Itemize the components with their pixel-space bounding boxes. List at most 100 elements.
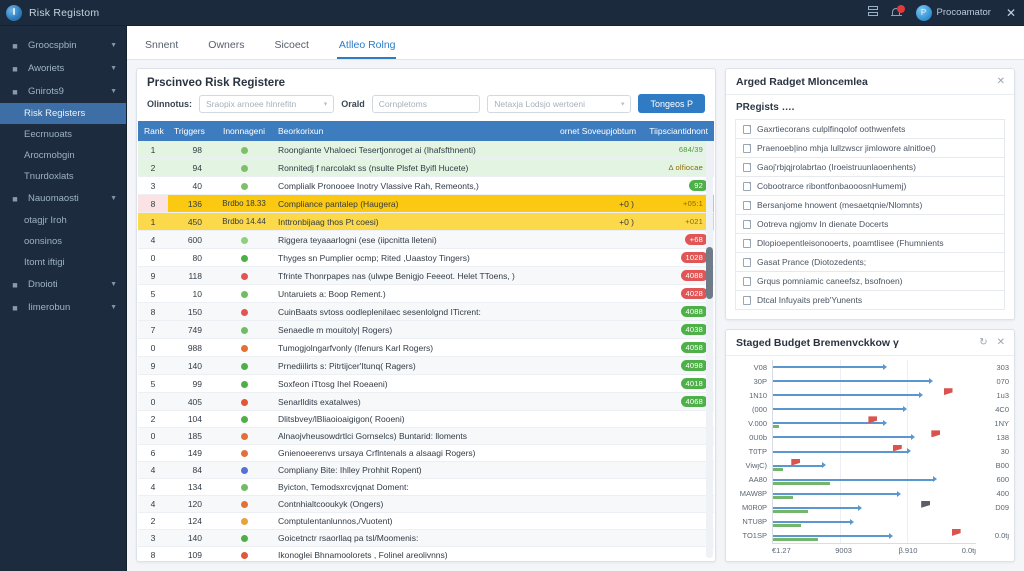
close-icon[interactable]: ✕ [996, 76, 1005, 87]
sidebar-item-3-2[interactable]: Itomt iftigi [24, 257, 65, 268]
list-item[interactable]: Gaxrtiecorans culplfinqolof oothwenfets [735, 119, 1005, 138]
table-row[interactable]: 4 84 Compliany Bite: Ihlley Prohhit Ropent… [138, 461, 714, 479]
sidebar-group-4[interactable]: ■ Dnoioti ▼ [0, 273, 126, 296]
list-item[interactable]: Cobootrarce ribontfonbaooosnHumemj) [735, 176, 1005, 195]
table-scrollbar-thumb[interactable] [706, 247, 713, 299]
table-row[interactable]: 4 600 Riggera teyaaarlogni (ese (iipcnitta… [138, 230, 714, 249]
column-header-1[interactable]: Triggers [168, 121, 216, 141]
cell-severity [554, 427, 640, 445]
document-icon [743, 295, 751, 305]
table-row[interactable]: 8 136 Brdbo 18.33 Compliance pantalep (Haug… [138, 194, 714, 213]
table-row[interactable]: 0 405 Senarlldits exatalwes) 4068 [138, 392, 714, 411]
sidebar-item-2-1[interactable]: Eecrnuoats [24, 129, 73, 140]
table-row[interactable]: 4 120 Contnhialtcooukyk (Ongers) [138, 495, 714, 513]
cell-triggers: 450 [168, 212, 216, 231]
list-item[interactable]: Grqus pomniamic caneefsz, bsofnoen) [735, 271, 1005, 290]
table-row[interactable]: 1 98 Roongiante Vhaloeci Tesertjonroget ai… [138, 141, 714, 159]
sidebar-item-2-3[interactable]: Tnurdoxlats [24, 171, 74, 182]
table-row[interactable]: 0 80 Thyges sn Pumplier ocmp; Rited ,Uaast… [138, 248, 714, 267]
column-header-4[interactable]: ornet Soveupjobtum [554, 121, 640, 141]
tab-1[interactable]: Owners [208, 39, 245, 51]
table-row[interactable]: 5 99 Soxfeon iTtosg Ihel Roeaeni) 4018 [138, 374, 714, 393]
table-row[interactable]: 3 40 Complialk Pronooee Inotry Vlassive Ra… [138, 176, 714, 195]
list-item[interactable]: Dtcal Infuyaits preb'Yunents [735, 290, 1005, 310]
tab-2[interactable]: Sicoect [274, 39, 309, 51]
column-header-3[interactable]: Beorkorixun [272, 121, 554, 141]
table-row[interactable]: 1 450 Brdbo 14.44 Inttronbijaag thos Pt coe… [138, 212, 714, 231]
table-row[interactable]: 2 94 Ronnitedj f narcolakt ss (nsulte Plsf… [138, 158, 714, 177]
list-item[interactable]: Bersanjome hnowent (mesaetqnie/Nlomnts) [735, 195, 1005, 214]
table-row[interactable]: 2 104 Dlitsbvey/lBliaoioaigigon( Rooeni) [138, 410, 714, 428]
close-icon[interactable]: ✕ [1005, 5, 1016, 20]
cell-triggers: 124 [168, 512, 216, 530]
cell-status [216, 338, 272, 357]
chart-y-tick: MAW8P [739, 489, 767, 499]
list-item[interactable]: Gasat Prance (Diotozedents; [735, 252, 1005, 271]
cell-rank: 1 [138, 212, 168, 231]
table-row[interactable]: 8 109 Ikonoglei Bhnamoolorets , Folinel ar… [138, 546, 714, 560]
table-row[interactable]: 7 749 Senaedle m mouitoly| Rogers) 4038 [138, 320, 714, 339]
chart-value-label: B00 [995, 461, 1009, 471]
document-icon [743, 200, 751, 210]
list-item[interactable]: Praenoeb|ino mhja lullzwscr jimlowore al… [735, 138, 1005, 157]
cell-rank: 0 [138, 248, 168, 267]
status-dot-icon [240, 182, 248, 190]
list-item[interactable]: Dlopioepentleisonooerts, poamtlisee (Fhu… [735, 233, 1005, 252]
cell-severity [554, 478, 640, 496]
cell-triggers: 150 [168, 302, 216, 321]
table-row[interactable]: 9 140 Prnediilirts s: Pitrtijcer'Itunq( Ra… [138, 356, 714, 375]
apply-button[interactable]: Tongeos P [638, 94, 705, 113]
sidebar-group-3[interactable]: ■ Nauomaosti ▼ [0, 187, 126, 210]
column-header-0[interactable]: Rank [138, 121, 168, 141]
list-item[interactable]: Gaoj'rbjqjrolabrtao (Iroeistruunlaoenhen… [735, 157, 1005, 176]
sidebar-group-2[interactable]: ■ Gnirots9 ▼ [0, 80, 126, 103]
cell-description: Dlitsbvey/lBliaoioaigigon( Rooeni) [272, 410, 554, 428]
table-row[interactable]: 0 988 Tumogjolngarfvonly (Ifenurs Karl Rog… [138, 338, 714, 357]
refresh-icon[interactable]: ↻ [979, 337, 988, 348]
cell-rank: 0 [138, 392, 168, 411]
notification-bell-icon[interactable] [890, 5, 905, 19]
globe-icon: ■ [12, 302, 18, 313]
close-icon[interactable]: ✕ [996, 337, 1005, 348]
grid-icon[interactable] [867, 5, 878, 20]
table-row[interactable]: 6 149 Gnienoeerenvs ursaya Crflntenals a a… [138, 444, 714, 462]
cart-icon: ■ [12, 279, 18, 290]
sidebar-group-0[interactable]: ■ Groocspbin ▼ [0, 34, 126, 57]
tab-0[interactable]: Snnent [145, 39, 179, 51]
sidebar-group-5[interactable]: ■ Iimerobun ▼ [0, 296, 126, 319]
cell-status [216, 284, 272, 303]
owner-select[interactable]: Netaxja Lodsjo wertoeni ▾ [487, 94, 632, 113]
table-row[interactable]: 8 150 CuinBaats svtoss oodleplenilaec sese… [138, 302, 714, 321]
status-badge: 4088 [680, 306, 708, 317]
table-scrollbar[interactable] [706, 141, 713, 558]
flow-icon: ■ [12, 40, 18, 51]
sidebar-item-2-0[interactable]: Risk Registers [0, 103, 126, 124]
column-header-2[interactable]: Inonnageni [216, 121, 272, 141]
table-row[interactable]: 5 10 Untaruiets a: Boop Rement.) 4028 [138, 284, 714, 303]
column-header-5[interactable]: Tiipsciantidnont [640, 121, 714, 141]
status-select[interactable]: Cornpletoms [371, 94, 481, 113]
table-row[interactable]: 9 118 Tfrinte Thonrpapes nas (ulwpe Benigj… [138, 266, 714, 285]
sidebar-item-3-0[interactable]: otagjr Iroh [24, 215, 67, 226]
cell-rank: 2 [138, 158, 168, 177]
chart-panel: Staged Budget Bremenvckkow γ ↻ ✕ V08 30P 1… [725, 329, 1015, 562]
cell-severity [554, 284, 640, 303]
sidebar-item-2-2[interactable]: Arocmobgin [24, 150, 75, 161]
chevron-down-icon: ▾ [323, 100, 328, 108]
sidebar-item-3-1[interactable]: oonsinos [24, 236, 63, 247]
table-row[interactable]: 4 134 Byicton, Temodsxrcvjqnat Doment: [138, 478, 714, 496]
table-row[interactable]: 2 124 Comptulentanlunnos,/Vuotent) [138, 512, 714, 530]
search-input[interactable]: Sraopix arnoee hlnrefitn ▾ [199, 94, 335, 113]
notification-badge [896, 5, 905, 13]
user-menu[interactable]: P Procoamator [915, 4, 991, 21]
table-row[interactable]: 0 185 Alnaojvheusowdrtlci Gornselcs) Bunta… [138, 427, 714, 445]
sidebar-group-1[interactable]: ■ Aworiets ▼ [0, 57, 126, 80]
cell-rank: 4 [138, 461, 168, 479]
status-dot-icon [240, 450, 248, 458]
table-row[interactable]: 3 140 Goicetnctr rsaorllaq pa tsl/Moomenis… [138, 529, 714, 547]
chart-bar [773, 490, 901, 497]
tab-3[interactable]: Atlleo Rolng [336, 39, 410, 59]
chart-y-tick: 0U0b [749, 432, 767, 442]
list-item[interactable]: Ootreva ngjomv In dienate Docerts [735, 214, 1005, 233]
